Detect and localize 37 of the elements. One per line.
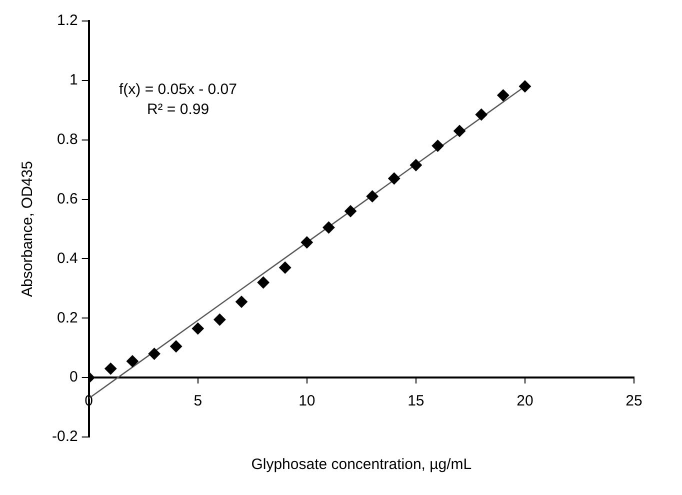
x-tick-label: 15: [408, 392, 424, 410]
y-tick-label: 0: [70, 368, 78, 386]
point: [300, 236, 313, 248]
point: [432, 140, 444, 152]
y-tick-label: -0.2: [52, 428, 78, 446]
annotation: f(x) = 0.05x - 0.07: [119, 81, 237, 98]
point: [497, 89, 510, 102]
point: [454, 124, 466, 137]
x-axis-title: Glyphosate concentration, µg/mL: [251, 456, 472, 474]
point: [235, 296, 248, 308]
point: [257, 276, 270, 288]
point: [388, 172, 400, 184]
y-tick-label: 1.2: [56, 12, 78, 30]
y-tick-label: 0.8: [56, 131, 78, 148]
point: [148, 348, 160, 360]
y-tick-label: 0.6: [56, 190, 78, 208]
x-tick-label: 25: [626, 392, 642, 410]
y-tick-label: 1: [70, 72, 78, 89]
x-tick-label: 20: [516, 392, 534, 410]
point: [214, 314, 226, 326]
point: [170, 340, 182, 352]
point: [279, 262, 292, 274]
y-tick-label: 0.4: [56, 250, 78, 267]
point: [192, 322, 204, 335]
point: [366, 190, 378, 202]
point: [475, 108, 488, 121]
point: [104, 362, 117, 375]
point: [518, 80, 531, 92]
point: [126, 355, 138, 368]
point: [344, 205, 357, 218]
point: [410, 159, 422, 172]
y-axis-title: Absorbance, OD435: [19, 161, 36, 297]
annotation: R² = 0.99: [146, 101, 210, 118]
point: [322, 222, 335, 234]
x-tick-label: 10: [298, 392, 316, 410]
x-tick-label: 5: [194, 392, 202, 410]
y-tick-label: 0.2: [56, 309, 78, 326]
